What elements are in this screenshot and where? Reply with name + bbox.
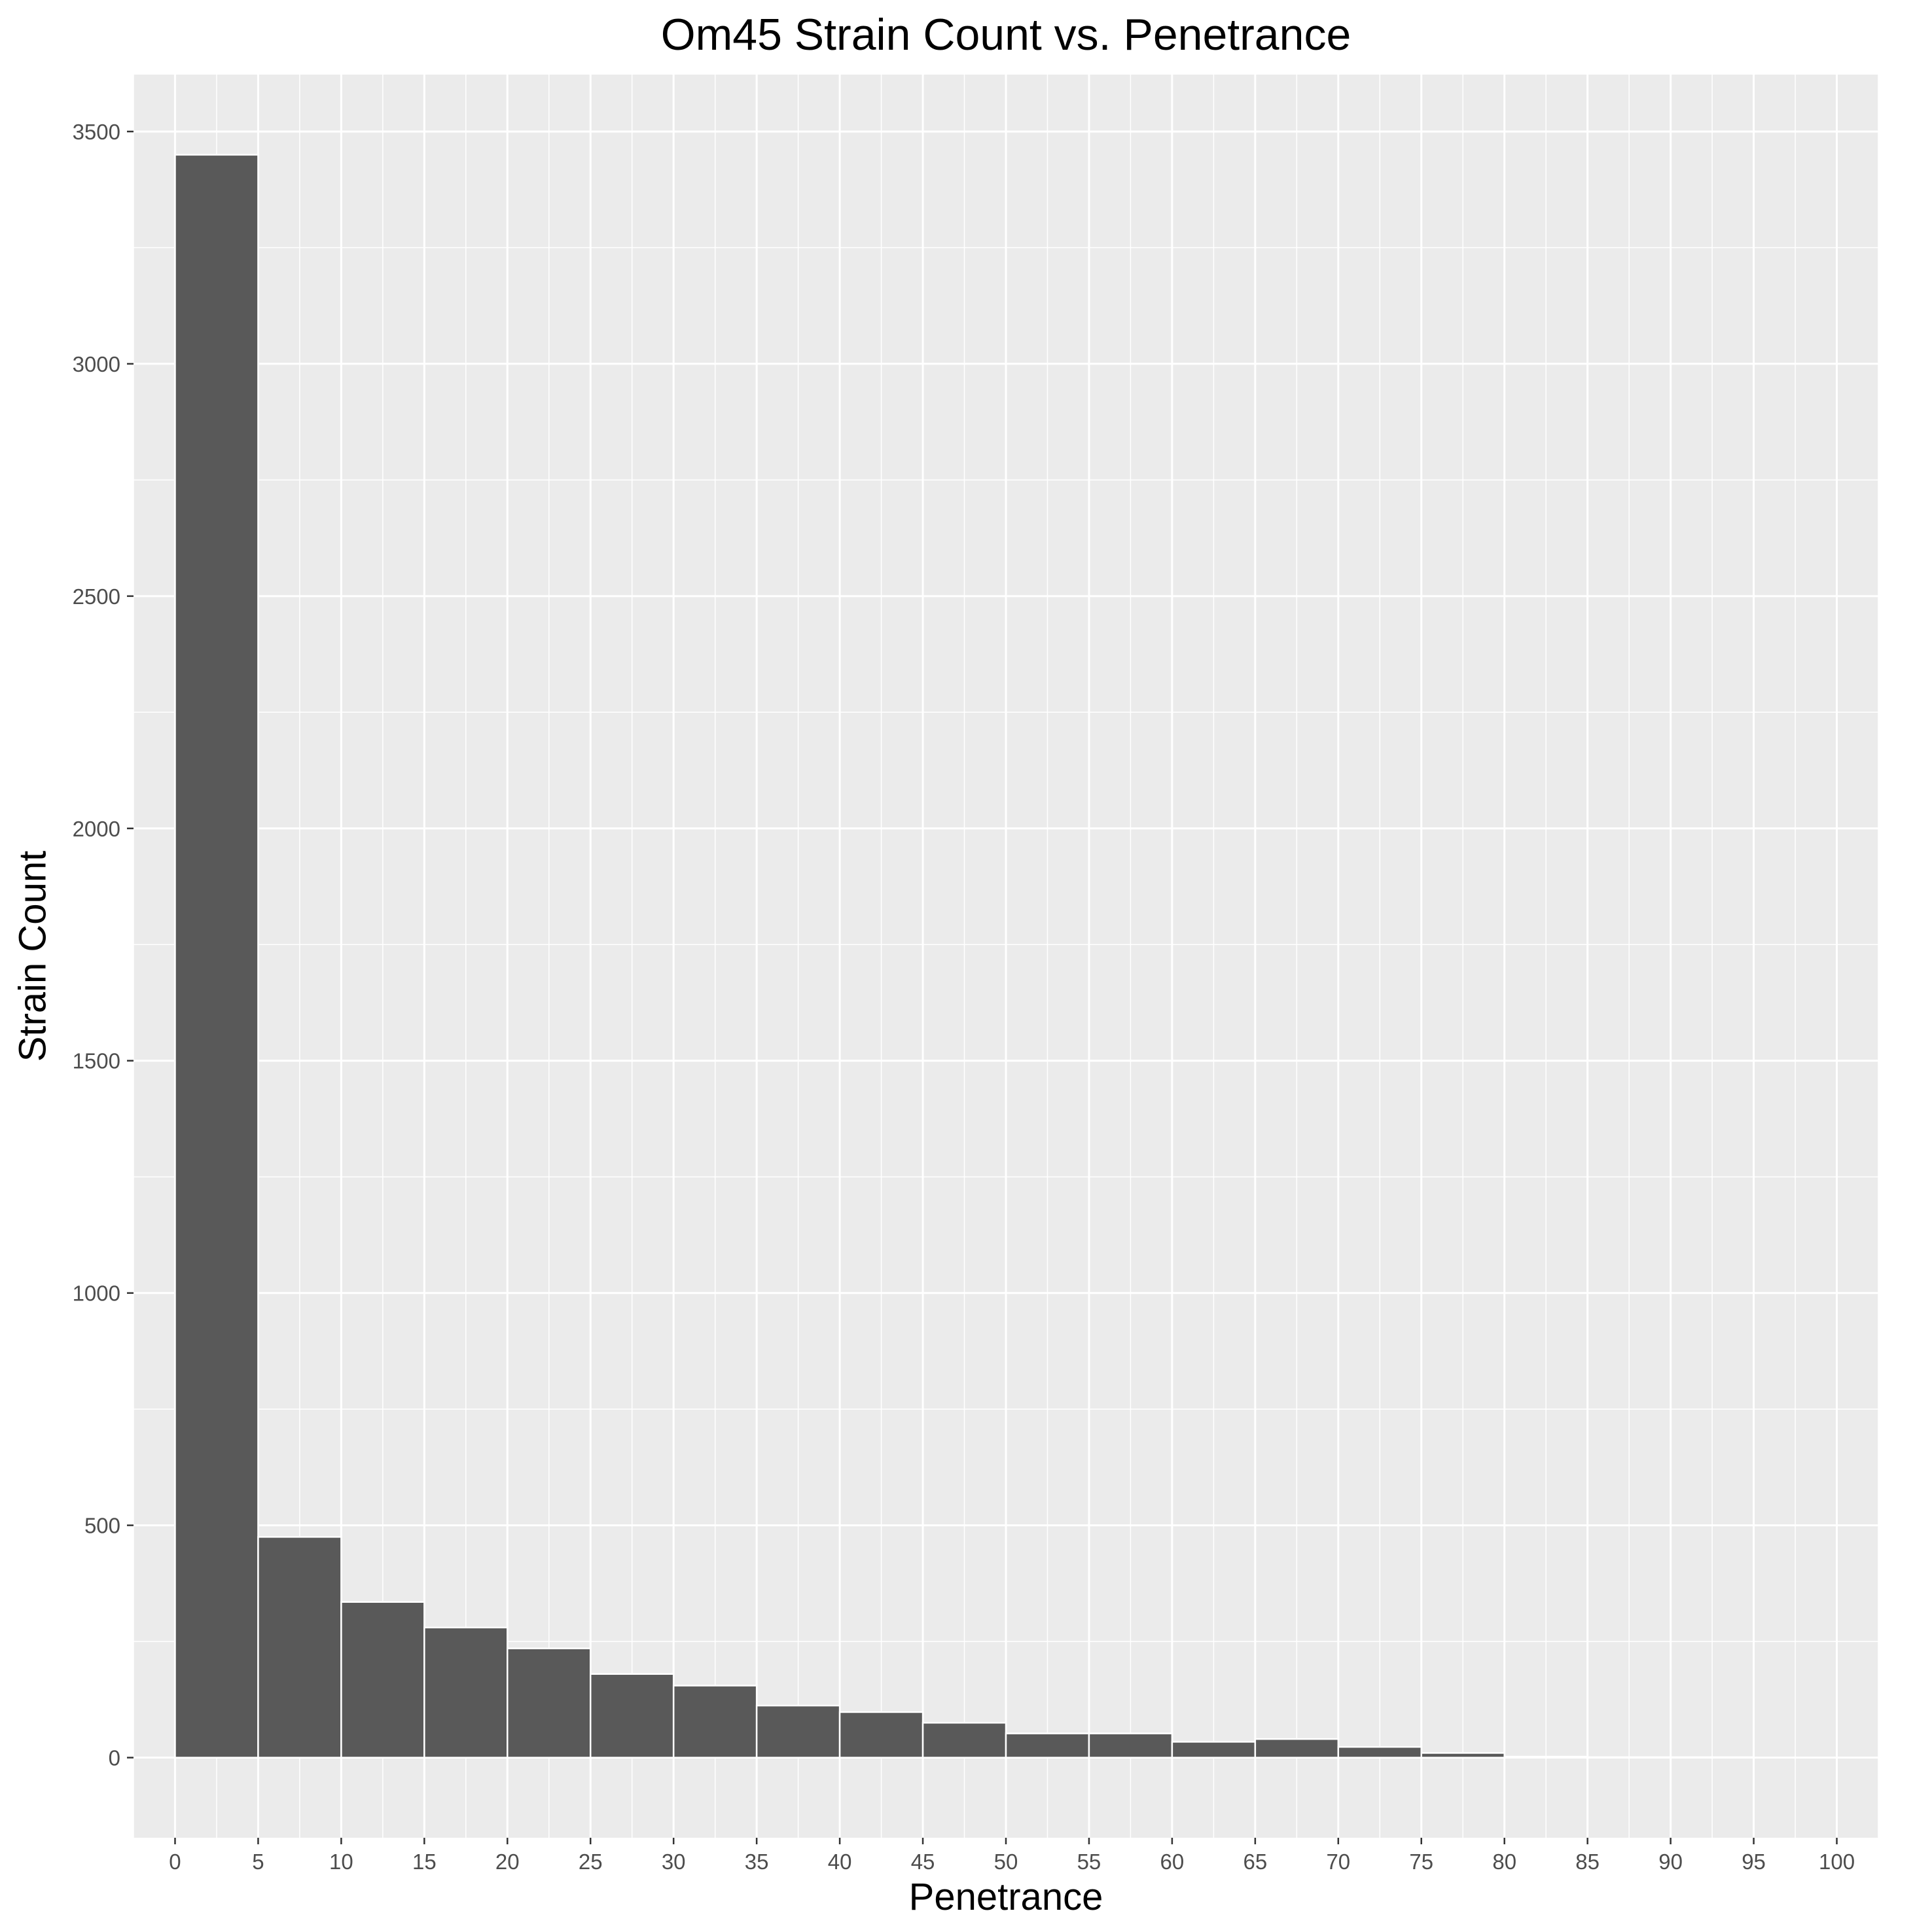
histogram-bar — [1420, 1752, 1505, 1759]
x-tick-label: 70 — [1326, 1850, 1350, 1874]
x-tick-label: 95 — [1742, 1850, 1766, 1874]
histogram-bar — [1088, 1732, 1173, 1759]
x-tick-label: 0 — [169, 1850, 181, 1874]
histogram-bar — [589, 1673, 675, 1759]
x-tick-label: 50 — [994, 1850, 1018, 1874]
x-axis-ticks: 0 5 10 15 20 25 30 35 40 45 50 55 60 65 70 75 80 85 90 95 10… — [169, 1838, 1855, 1874]
y-tick-label: 1000 — [73, 1281, 120, 1306]
y-tick-label: 3000 — [73, 352, 120, 376]
histogram-bar — [921, 1722, 1007, 1759]
histogram-bar — [423, 1626, 509, 1759]
y-axis-ticks: 0 500 1000 1500 2000 2500 3000 3500 — [73, 120, 134, 1770]
chart-title: Om45 Strain Count vs. Penetrance — [661, 10, 1351, 60]
x-tick-label: 65 — [1243, 1850, 1267, 1874]
histogram-bar — [1005, 1732, 1090, 1759]
histogram-bar — [838, 1711, 924, 1759]
x-tick-label: 10 — [329, 1850, 353, 1874]
histogram-bar — [1254, 1738, 1340, 1759]
x-tick-label: 100 — [1819, 1850, 1855, 1874]
x-axis-title: Penetrance — [909, 1876, 1103, 1918]
histogram-bar — [1670, 1756, 1755, 1759]
histogram-bar — [174, 154, 259, 1759]
x-tick-label: 40 — [828, 1850, 852, 1874]
x-tick-label: 15 — [412, 1850, 437, 1874]
histogram-bar — [1171, 1741, 1257, 1759]
x-tick-label: 80 — [1492, 1850, 1516, 1874]
x-tick-label: 60 — [1160, 1850, 1185, 1874]
histogram-bar — [340, 1601, 425, 1759]
histogram-bar — [507, 1647, 592, 1759]
x-tick-label: 45 — [911, 1850, 935, 1874]
y-tick-label: 3500 — [73, 120, 120, 144]
histogram-bar — [1337, 1745, 1423, 1759]
x-tick-label: 75 — [1409, 1850, 1433, 1874]
histogram-bar — [755, 1704, 841, 1759]
x-tick-label: 25 — [579, 1850, 603, 1874]
y-tick-label: 2500 — [73, 584, 120, 609]
y-axis-title: Strain Count — [12, 851, 54, 1062]
y-tick-label: 500 — [84, 1514, 120, 1538]
y-tick-label: 1500 — [73, 1049, 120, 1073]
y-tick-label: 0 — [109, 1746, 120, 1770]
histogram-bar — [1586, 1756, 1672, 1759]
histogram-bars — [174, 154, 1755, 1759]
x-tick-label: 90 — [1658, 1850, 1683, 1874]
x-tick-label: 85 — [1575, 1850, 1600, 1874]
x-tick-label: 30 — [662, 1850, 686, 1874]
x-tick-label: 5 — [252, 1850, 264, 1874]
x-tick-label: 35 — [745, 1850, 769, 1874]
x-tick-label: 55 — [1077, 1850, 1101, 1874]
histogram-bar — [672, 1685, 758, 1759]
x-tick-label: 20 — [495, 1850, 520, 1874]
y-tick-label: 2000 — [73, 817, 120, 841]
histogram-bar — [257, 1536, 342, 1759]
